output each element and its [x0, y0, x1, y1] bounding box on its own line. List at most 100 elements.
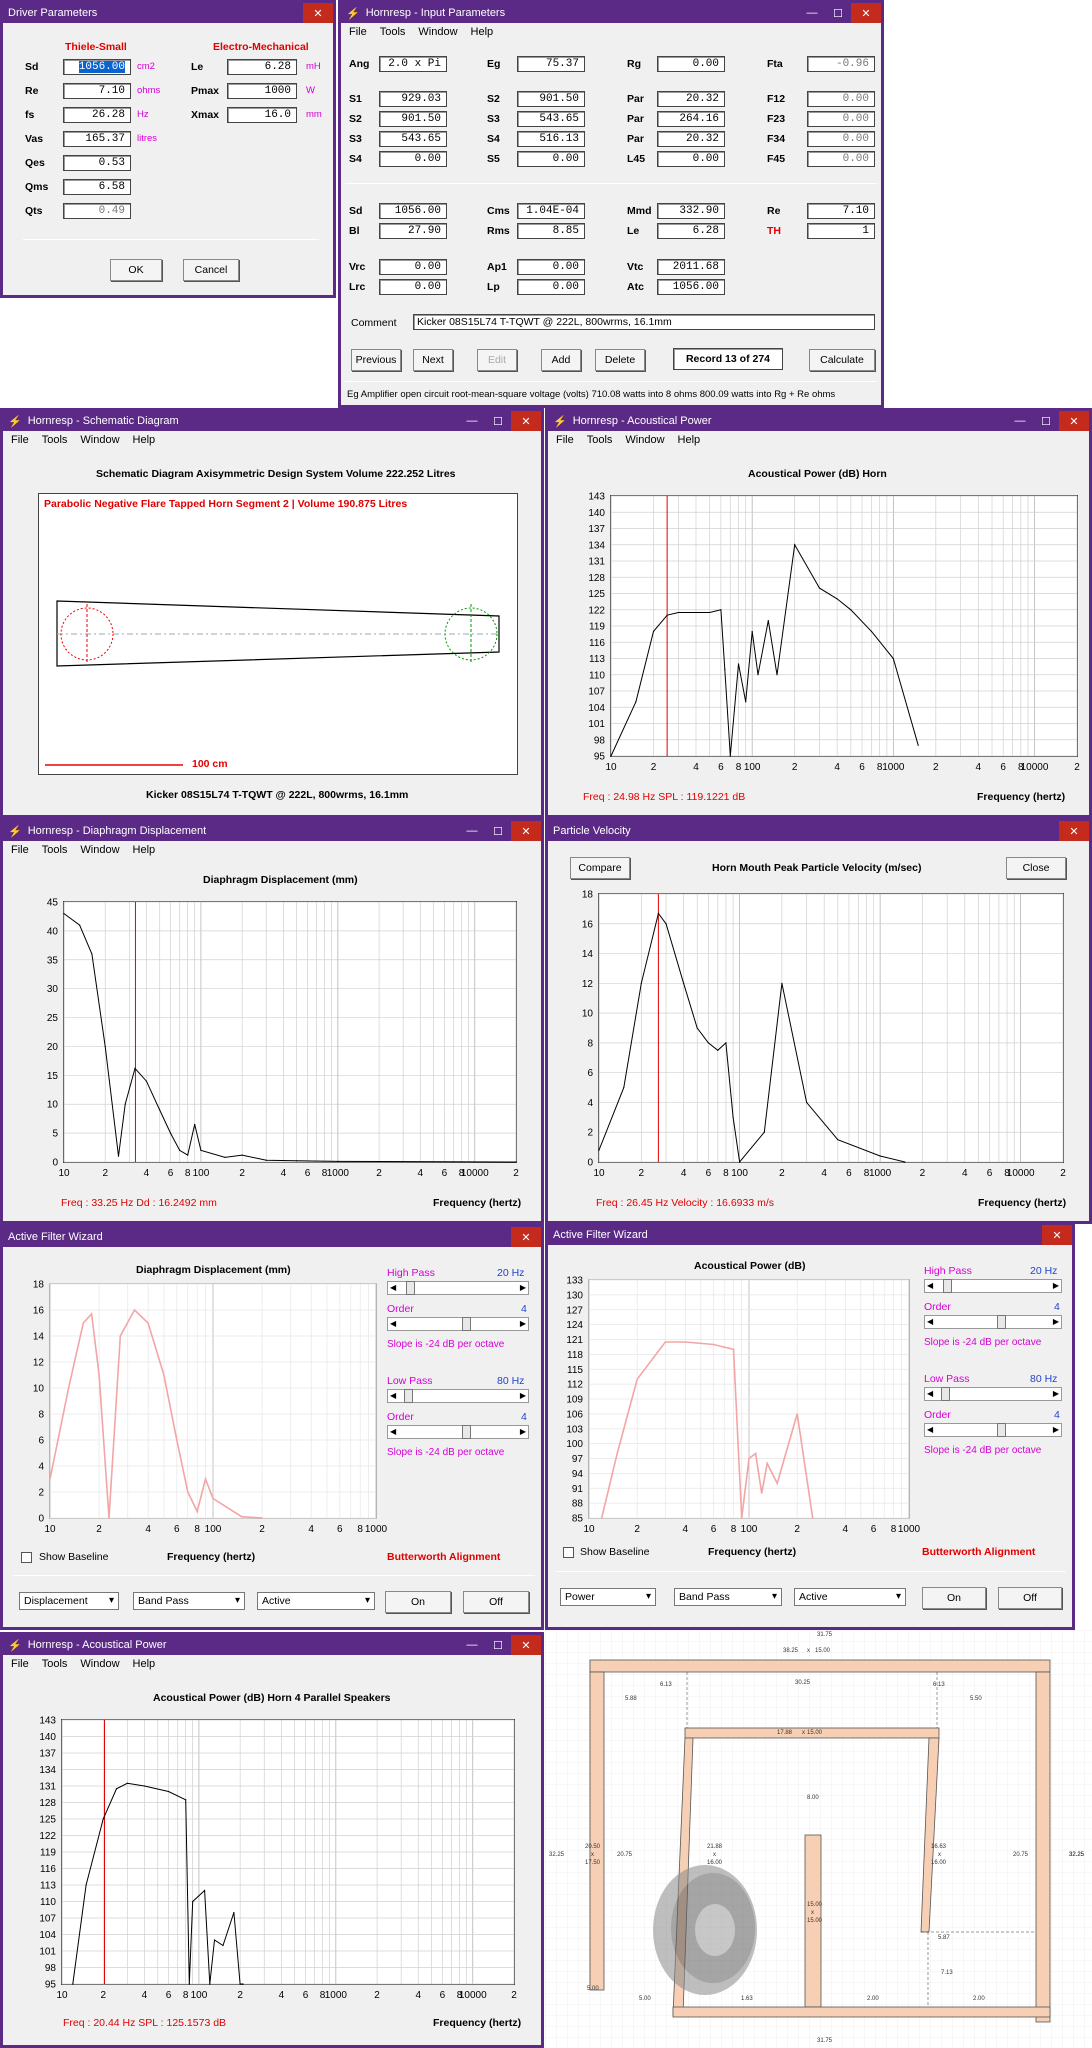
minimize-icon[interactable]: — [466, 825, 478, 837]
param-field-s3[interactable]: 543.65 [379, 131, 447, 147]
high-pass-slider[interactable]: ◀ ▶ [387, 1281, 529, 1295]
minimize-icon[interactable]: — [466, 415, 478, 427]
param-field-pmax[interactable]: 1000 [227, 83, 297, 99]
minimize-icon[interactable]: — [806, 7, 818, 19]
arrow-left-icon[interactable]: ◀ [390, 1391, 397, 1400]
arrow-left-icon[interactable]: ◀ [927, 1317, 934, 1326]
menu-tools[interactable]: Tools [41, 1658, 68, 1670]
low-pass-slider[interactable]: ◀ ▶ [924, 1387, 1062, 1401]
close-icon[interactable]: ✕ [1059, 821, 1089, 841]
param-field-par[interactable]: 20.32 [657, 91, 725, 107]
next-button[interactable]: Next [413, 349, 453, 371]
filter-state-select[interactable]: Active [257, 1592, 375, 1610]
param-field-s2[interactable]: 901.50 [517, 91, 585, 107]
minimize-icon[interactable]: — [1014, 415, 1026, 427]
arrow-left-icon[interactable]: ◀ [390, 1427, 397, 1436]
menu-help[interactable]: Help [132, 844, 156, 856]
maximize-icon[interactable]: ☐ [1041, 415, 1051, 428]
menu-help[interactable]: Help [132, 434, 156, 446]
slider-thumb[interactable] [406, 1281, 415, 1295]
param-field-sd[interactable]: 1056.00 [63, 59, 131, 75]
param-field-sd[interactable]: 1056.00 [379, 203, 447, 219]
off-button[interactable]: Off [998, 1587, 1062, 1609]
arrow-left-icon[interactable]: ◀ [390, 1319, 397, 1328]
menu-file[interactable]: File [349, 26, 367, 38]
previous-button[interactable]: Previous [351, 349, 401, 371]
param-field-s2[interactable]: 901.50 [379, 111, 447, 127]
menu-tools[interactable]: Tools [41, 844, 68, 856]
param-field-f12[interactable]: 0.00 [807, 91, 875, 107]
menu-tools[interactable]: Tools [41, 434, 68, 446]
param-field-s3[interactable]: 543.65 [517, 111, 585, 127]
param-field-vrc[interactable]: 0.00 [379, 259, 447, 275]
high-pass-slider[interactable]: ◀ ▶ [924, 1279, 1062, 1293]
param-field-s4[interactable]: 516.13 [517, 131, 585, 147]
param-field-lp[interactable]: 0.00 [517, 279, 585, 295]
on-button[interactable]: On [922, 1587, 986, 1609]
menu-window[interactable]: Window [625, 434, 665, 446]
arrow-left-icon[interactable]: ◀ [927, 1389, 934, 1398]
param-field-xmax[interactable]: 16.0 [227, 107, 297, 123]
compare-button[interactable]: Compare [570, 857, 630, 879]
param-field-s1[interactable]: 929.03 [379, 91, 447, 107]
arrow-right-icon[interactable]: ▶ [519, 1427, 526, 1436]
calculate-button[interactable]: Calculate [809, 349, 875, 371]
low-pass-order-slider[interactable]: ◀ ▶ [924, 1423, 1062, 1437]
param-field-f45[interactable]: 0.00 [807, 151, 875, 167]
menu-window[interactable]: Window [80, 1658, 120, 1670]
param-field-s5[interactable]: 0.00 [517, 151, 585, 167]
arrow-left-icon[interactable]: ◀ [390, 1283, 397, 1292]
off-button[interactable]: Off [463, 1591, 529, 1613]
maximize-icon[interactable]: ☐ [833, 7, 843, 20]
delete-button[interactable]: Delete [595, 349, 645, 371]
param-field-re[interactable]: 7.10 [807, 203, 875, 219]
cancel-button[interactable]: Cancel [183, 259, 239, 281]
arrow-right-icon[interactable]: ▶ [1052, 1389, 1059, 1398]
param-field-fs[interactable]: 26.28 [63, 107, 131, 123]
high-pass-order-slider[interactable]: ◀ ▶ [387, 1317, 529, 1331]
close-button[interactable]: Close [1006, 857, 1066, 879]
menu-help[interactable]: Help [470, 26, 494, 38]
param-field-lrc[interactable]: 0.00 [379, 279, 447, 295]
param-field-rms[interactable]: 8.85 [517, 223, 585, 239]
param-field-par[interactable]: 20.32 [657, 131, 725, 147]
menu-tools[interactable]: Tools [379, 26, 406, 38]
menu-window[interactable]: Window [80, 434, 120, 446]
param-field-th[interactable]: 1 [807, 223, 875, 239]
param-field-bl[interactable]: 27.90 [379, 223, 447, 239]
maximize-icon[interactable]: ☐ [493, 1639, 503, 1652]
param-field-mmd[interactable]: 332.90 [657, 203, 725, 219]
arrow-left-icon[interactable]: ◀ [927, 1281, 934, 1290]
arrow-right-icon[interactable]: ▶ [519, 1391, 526, 1400]
menu-window[interactable]: Window [80, 844, 120, 856]
menu-file[interactable]: File [11, 844, 29, 856]
low-pass-slider[interactable]: ◀ ▶ [387, 1389, 529, 1403]
low-pass-order-slider[interactable]: ◀ ▶ [387, 1425, 529, 1439]
close-icon[interactable]: ✕ [1042, 1225, 1072, 1245]
filter-type-select[interactable]: Band Pass [674, 1588, 782, 1606]
edit-button[interactable]: Edit [477, 349, 517, 371]
filter-type-select[interactable]: Band Pass [133, 1592, 245, 1610]
mode-select[interactable]: Power [560, 1588, 656, 1606]
slider-thumb[interactable] [462, 1317, 471, 1331]
filter-state-select[interactable]: Active [794, 1588, 906, 1606]
param-field-re[interactable]: 7.10 [63, 83, 131, 99]
arrow-right-icon[interactable]: ▶ [519, 1283, 526, 1292]
on-button[interactable]: On [385, 1591, 451, 1613]
slider-thumb[interactable] [997, 1315, 1006, 1329]
ok-button[interactable]: OK [110, 259, 162, 281]
param-field-atc[interactable]: 1056.00 [657, 279, 725, 295]
slider-thumb[interactable] [462, 1425, 471, 1439]
param-field-qms[interactable]: 6.58 [63, 179, 131, 195]
param-field-eg[interactable]: 75.37 [517, 56, 585, 72]
param-field-vas[interactable]: 165.37 [63, 131, 131, 147]
param-field-rg[interactable]: 0.00 [657, 56, 725, 72]
slider-thumb[interactable] [943, 1279, 952, 1293]
slider-thumb[interactable] [404, 1389, 413, 1403]
close-icon[interactable]: ✕ [511, 411, 541, 431]
close-icon[interactable]: ✕ [511, 1635, 541, 1655]
comment-field[interactable]: Kicker 08S15L74 T-TQWT @ 222L, 800wrms, … [413, 314, 875, 330]
arrow-right-icon[interactable]: ▶ [1052, 1425, 1059, 1434]
param-field-le[interactable]: 6.28 [227, 59, 297, 75]
menu-file[interactable]: File [11, 1658, 29, 1670]
